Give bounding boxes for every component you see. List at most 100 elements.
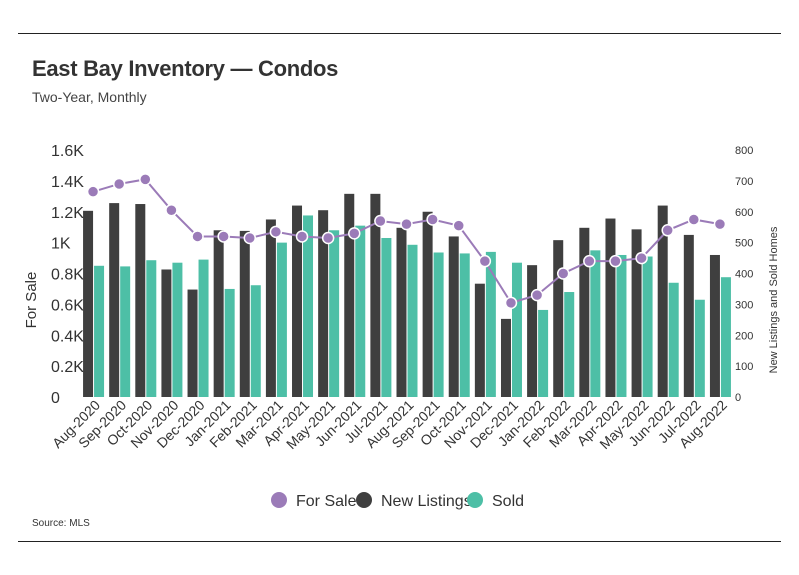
bar-sold bbox=[590, 250, 601, 397]
bar-sold bbox=[485, 251, 496, 397]
bar-new-listings bbox=[683, 234, 694, 397]
bar-new-listings bbox=[579, 227, 590, 397]
legend-label: New Listings bbox=[381, 493, 472, 510]
y-right-tick-label: 800 bbox=[735, 145, 753, 157]
bar-new-listings bbox=[370, 193, 381, 397]
bar-new-listings bbox=[657, 205, 668, 397]
bar-sold bbox=[224, 288, 235, 397]
y-right-axis-label: New Listings and Sold Homes bbox=[768, 226, 780, 373]
point-for-sale bbox=[295, 230, 309, 243]
bar-new-listings bbox=[709, 254, 720, 397]
bar-sold bbox=[694, 299, 705, 397]
y-left-tick-label: 1.6K bbox=[51, 143, 84, 160]
bar-new-listings bbox=[396, 227, 407, 397]
y-left-tick-label: 0.2K bbox=[51, 359, 84, 376]
bar-sold bbox=[303, 215, 314, 397]
bar-new-listings bbox=[527, 265, 538, 397]
bar-new-listings bbox=[161, 269, 172, 397]
point-for-sale bbox=[374, 214, 387, 228]
y-right-tick-label: 100 bbox=[735, 361, 753, 373]
bar-sold bbox=[459, 253, 470, 397]
point-for-sale bbox=[321, 231, 335, 245]
bar-new-listings bbox=[265, 219, 276, 397]
point-for-sale bbox=[504, 296, 518, 310]
legend-swatch bbox=[271, 492, 287, 508]
y-right-tick-label: 400 bbox=[735, 269, 753, 281]
point-for-sale bbox=[348, 227, 361, 240]
point-for-sale bbox=[556, 267, 570, 280]
y-left-tick-label: 0 bbox=[51, 390, 60, 407]
bar-sold bbox=[172, 262, 183, 397]
bar-new-listings bbox=[135, 204, 146, 397]
bar-new-listings bbox=[318, 210, 329, 397]
bar-sold bbox=[198, 259, 209, 397]
point-for-sale bbox=[269, 225, 283, 239]
y-right-tick-label: 600 bbox=[735, 207, 753, 219]
bar-new-listings bbox=[292, 205, 303, 397]
bar-sold bbox=[355, 225, 366, 397]
bar-sold bbox=[511, 262, 522, 397]
point-for-sale bbox=[687, 213, 701, 226]
point-for-sale bbox=[452, 219, 465, 232]
bar-sold bbox=[642, 256, 653, 397]
bar-sold bbox=[407, 244, 418, 397]
bar-sold bbox=[433, 252, 444, 397]
y-left-tick-label: 0.8K bbox=[51, 267, 84, 284]
bar-sold bbox=[616, 254, 627, 397]
legend-label: Sold bbox=[492, 493, 524, 510]
point-for-sale bbox=[86, 185, 100, 198]
bar-new-listings bbox=[83, 210, 94, 397]
y-left-tick-label: 0.4K bbox=[51, 328, 84, 345]
bar-new-listings bbox=[187, 289, 198, 397]
bar-new-listings bbox=[422, 211, 433, 397]
y-right-tick-label: 700 bbox=[735, 176, 753, 188]
y-left-tick-label: 0.6K bbox=[51, 297, 84, 314]
y-left-tick-label: 1.2K bbox=[51, 205, 84, 222]
y-right-tick-label: 0 bbox=[735, 392, 741, 404]
bar-sold bbox=[720, 277, 731, 397]
point-for-sale bbox=[139, 173, 152, 186]
top-rule bbox=[18, 33, 781, 34]
source-note: Source: MLS bbox=[32, 518, 90, 529]
bar-sold bbox=[564, 292, 575, 397]
bar-sold bbox=[276, 242, 287, 397]
bar-new-listings bbox=[448, 236, 459, 397]
point-for-sale bbox=[112, 177, 126, 191]
bar-new-listings bbox=[239, 230, 250, 397]
point-for-sale bbox=[478, 254, 492, 268]
point-for-sale bbox=[243, 231, 257, 245]
point-for-sale bbox=[530, 288, 544, 302]
point-for-sale bbox=[583, 254, 596, 268]
bar-sold bbox=[538, 309, 549, 397]
legend-label: For Sale bbox=[296, 493, 357, 510]
point-for-sale bbox=[609, 254, 622, 268]
y-left-axis-label: For Sale bbox=[23, 272, 40, 329]
point-for-sale bbox=[165, 203, 178, 217]
bar-sold bbox=[329, 230, 340, 397]
bar-new-listings bbox=[474, 283, 485, 397]
point-for-sale bbox=[217, 230, 230, 243]
y-left-tick-label: 1.4K bbox=[51, 174, 84, 191]
chart-subtitle: Two-Year, Monthly bbox=[32, 89, 147, 105]
point-for-sale bbox=[635, 251, 648, 265]
bottom-rule bbox=[18, 541, 781, 542]
bar-new-listings bbox=[500, 318, 511, 397]
bar-sold bbox=[381, 237, 392, 397]
bar-new-listings bbox=[553, 240, 564, 397]
bar-new-listings bbox=[344, 193, 355, 397]
bar-new-listings bbox=[109, 203, 120, 397]
y-right-tick-label: 200 bbox=[735, 330, 753, 342]
legend-swatch bbox=[356, 492, 372, 508]
legend-swatch bbox=[467, 492, 483, 508]
bar-new-listings bbox=[631, 229, 642, 397]
point-for-sale bbox=[426, 213, 439, 226]
point-for-sale bbox=[191, 230, 204, 243]
y-right-tick-label: 500 bbox=[735, 238, 753, 250]
y-right-tick-label: 300 bbox=[735, 299, 753, 311]
chart-title: East Bay Inventory — Condos bbox=[32, 56, 339, 81]
bar-sold bbox=[120, 266, 131, 397]
bar-sold bbox=[250, 285, 261, 397]
bar-sold bbox=[94, 265, 105, 397]
point-for-sale bbox=[661, 224, 674, 237]
